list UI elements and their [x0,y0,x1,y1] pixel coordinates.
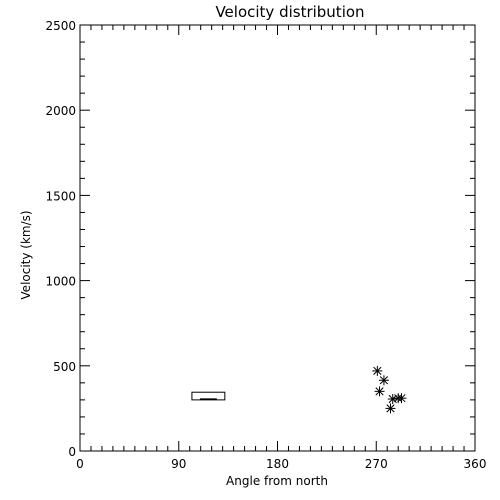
point-marker [374,386,385,397]
y-axis-title: Velocity (km/s) [19,210,33,299]
x-tick-label: 270 [365,457,388,471]
y-tick-label: 2000 [45,104,76,118]
point-marker [378,375,389,386]
box-mark [191,391,226,401]
marker-stroke [388,394,397,404]
marker-stroke [386,404,395,413]
marker-stroke [373,366,382,376]
x-tick-label: 180 [266,457,289,471]
x-tick-label: 0 [76,457,84,471]
data-layer [191,365,407,414]
marker-stroke [379,376,389,385]
x-axis-title: Angle from north [226,474,328,488]
marker-stroke [375,387,384,396]
point-marker [396,393,407,404]
point-marker [385,403,396,414]
plot-frame [79,24,476,452]
x-tick-label: 360 [464,457,487,471]
y-tick-label: 1500 [45,189,76,203]
chart-title: Velocity distribution [215,3,364,21]
marker-stroke [397,394,406,403]
y-tick-label: 1000 [45,275,76,289]
point-marker [372,365,383,376]
y-tick-label: 2500 [45,19,76,33]
y-tick-label: 500 [53,360,76,374]
y-tick-label: 0 [68,445,76,459]
axes-layer: 0 90 180 270 360 0 500 1000 1500 2000 2500 [45,19,486,471]
x-tick-label: 90 [171,457,186,471]
